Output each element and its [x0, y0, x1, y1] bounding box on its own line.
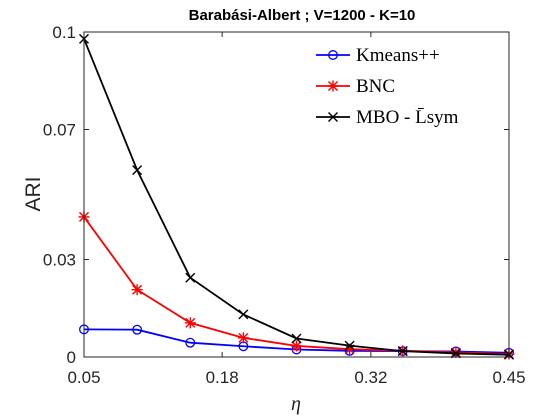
legend-items: Kmeans++ BNC MBO - L̄sym: [316, 45, 459, 128]
data-point-series-3-7: [397, 346, 408, 357]
x-axis-label: η: [291, 393, 301, 415]
data-point-series-3-2: [132, 165, 143, 176]
y-axis-label: ARI: [22, 176, 45, 211]
y-tick-label: 0.07: [43, 121, 76, 140]
chart-title: Barabási-Albert ; V=1200 - K=10: [189, 7, 416, 24]
plot-content: [78, 33, 515, 360]
data-point-series-3-6: [344, 340, 355, 351]
legend-marker-1: [328, 50, 338, 60]
x-tick-label: 0.32: [354, 368, 387, 387]
data-point-series-3-8: [450, 348, 461, 359]
y-tick-label: 0: [67, 348, 76, 367]
data-point-series-2-3: [184, 317, 196, 329]
data-point-series-2-5: [291, 340, 302, 352]
data-point-series-2-2: [131, 284, 143, 296]
data-point-series-3-4: [238, 309, 249, 320]
ticks: 0.05 0.18 0.32 0.45 0 0.03 0.07 0.1: [43, 23, 526, 387]
data-point-series-3-5: [291, 333, 302, 344]
axes: [83, 31, 510, 358]
y-tick-label: 0.1: [52, 23, 76, 42]
legend-marker-2: [327, 80, 339, 92]
x-tick-label: 0.05: [67, 368, 100, 387]
data-point-series-1-3: [185, 337, 196, 348]
legend-marker-3: [328, 112, 338, 122]
legend-label-1: Kmeans++: [356, 45, 440, 66]
x-tick-label: 0.45: [492, 368, 525, 387]
legend: Kmeans++ BNC MBO - L̄sym: [306, 38, 504, 132]
legend-label-2: BNC: [356, 76, 395, 97]
data-point-series-1-2: [132, 324, 143, 335]
legend-label-3: MBO - L̄sym: [356, 107, 459, 128]
y-tick-label: 0.03: [43, 251, 76, 270]
data-point-series-2-4: [237, 332, 249, 344]
x-tick-label: 0.18: [206, 368, 239, 387]
data-point-series-3-3: [185, 272, 196, 283]
axes-box: [83, 31, 510, 358]
